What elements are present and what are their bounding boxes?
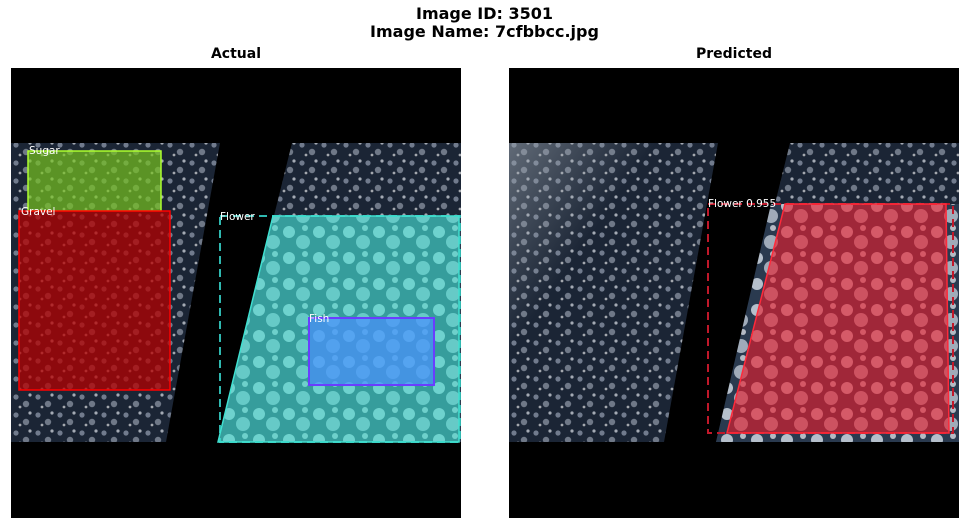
predicted-satellite-image: Flower 0.955 [509,68,959,518]
flower-label: Flower [220,211,255,223]
predicted-panel-title: Predicted [509,46,959,62]
actual-satellite-image: Flower Sugar Gravel Fish [11,68,461,518]
image-id-title: Image ID: 3501 [0,5,969,23]
sugar-label: Sugar [29,145,60,157]
actual-panel-title: Actual [11,46,461,62]
fish-box [309,318,434,385]
actual-image-panel: Flower Sugar Gravel Fish [11,68,461,518]
fish-label: Fish [309,313,329,325]
predicted-image-panel: Flower 0.955 [509,68,959,518]
predicted-flower-mask [727,204,949,433]
predicted-flower-label: Flower 0.955 [708,198,776,210]
sugar-box [28,151,161,211]
haze-overlay [509,143,718,442]
gravel-box [19,211,170,390]
image-name-title: Image Name: 7cfbbcc.jpg [0,23,969,41]
gravel-label: Gravel [21,206,55,218]
